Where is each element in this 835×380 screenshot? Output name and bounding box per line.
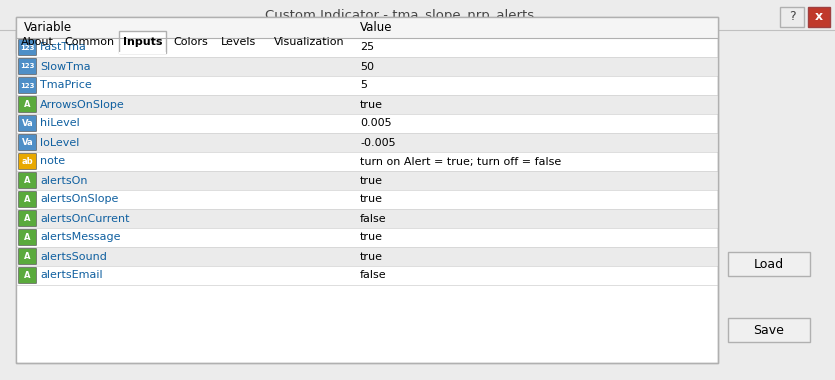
Text: A: A bbox=[24, 233, 31, 242]
Text: loLevel: loLevel bbox=[40, 138, 79, 147]
Text: -0.005: -0.005 bbox=[360, 138, 396, 147]
Bar bbox=[17, 247, 717, 266]
Text: true: true bbox=[360, 100, 383, 109]
Text: x: x bbox=[815, 11, 823, 24]
Text: turn on Alert = true; turn off = false: turn on Alert = true; turn off = false bbox=[360, 157, 561, 166]
Text: true: true bbox=[360, 195, 383, 204]
FancyBboxPatch shape bbox=[18, 135, 37, 150]
Bar bbox=[17, 38, 717, 57]
Text: alertsOnSlope: alertsOnSlope bbox=[40, 195, 119, 204]
Text: 123: 123 bbox=[20, 44, 35, 51]
Text: alertsMessage: alertsMessage bbox=[40, 233, 120, 242]
Text: A: A bbox=[24, 214, 31, 223]
FancyBboxPatch shape bbox=[18, 211, 37, 226]
Text: A: A bbox=[24, 195, 31, 204]
Text: Inputs: Inputs bbox=[123, 37, 162, 47]
FancyBboxPatch shape bbox=[18, 116, 37, 131]
Text: FastTma: FastTma bbox=[40, 43, 87, 52]
Text: false: false bbox=[360, 271, 387, 280]
Text: TmaPrice: TmaPrice bbox=[40, 81, 92, 90]
Text: A: A bbox=[24, 176, 31, 185]
Text: ArrowsOnSlope: ArrowsOnSlope bbox=[40, 100, 124, 109]
FancyBboxPatch shape bbox=[18, 40, 37, 55]
FancyBboxPatch shape bbox=[18, 268, 37, 283]
Text: Va: Va bbox=[22, 138, 33, 147]
Bar bbox=[16, 17, 718, 363]
FancyBboxPatch shape bbox=[18, 173, 37, 188]
Text: alertsOn: alertsOn bbox=[40, 176, 88, 185]
Bar bbox=[16, 17, 718, 38]
Text: 0.005: 0.005 bbox=[360, 119, 392, 128]
Bar bbox=[215, 31, 263, 53]
FancyBboxPatch shape bbox=[18, 249, 37, 264]
Text: false: false bbox=[360, 214, 387, 223]
Bar bbox=[17, 190, 717, 209]
Bar bbox=[17, 76, 717, 95]
Bar bbox=[808, 7, 830, 27]
FancyBboxPatch shape bbox=[18, 97, 37, 112]
Bar bbox=[60, 31, 118, 53]
Bar bbox=[17, 171, 717, 190]
Text: true: true bbox=[360, 233, 383, 242]
Text: true: true bbox=[360, 176, 383, 185]
Text: Save: Save bbox=[753, 323, 784, 337]
Text: Visualization: Visualization bbox=[274, 37, 344, 47]
Text: Load: Load bbox=[754, 258, 784, 271]
Text: 123: 123 bbox=[20, 82, 35, 89]
Text: A: A bbox=[24, 271, 31, 280]
Text: A: A bbox=[24, 100, 31, 109]
FancyBboxPatch shape bbox=[18, 192, 37, 207]
Text: note: note bbox=[40, 157, 65, 166]
Bar bbox=[0, 0, 835, 30]
Text: alertsEmail: alertsEmail bbox=[40, 271, 103, 280]
Bar bbox=[17, 57, 717, 76]
Text: Levels: Levels bbox=[221, 37, 256, 47]
Text: true: true bbox=[360, 252, 383, 261]
Text: alertsSound: alertsSound bbox=[40, 252, 107, 261]
Text: hiLevel: hiLevel bbox=[40, 119, 80, 128]
Text: ab: ab bbox=[22, 157, 33, 166]
Text: 5: 5 bbox=[360, 81, 367, 90]
Bar bbox=[17, 133, 717, 152]
Bar bbox=[167, 31, 214, 53]
Text: Va: Va bbox=[22, 119, 33, 128]
Bar bbox=[17, 285, 717, 362]
FancyBboxPatch shape bbox=[18, 154, 37, 169]
Text: ?: ? bbox=[789, 11, 795, 24]
Bar bbox=[17, 114, 717, 133]
FancyBboxPatch shape bbox=[18, 230, 37, 245]
Text: Variable: Variable bbox=[24, 21, 72, 34]
Text: Colors: Colors bbox=[173, 37, 208, 47]
Bar bbox=[119, 31, 166, 53]
Text: SlowTma: SlowTma bbox=[40, 62, 91, 71]
Text: 123: 123 bbox=[20, 63, 35, 70]
Bar bbox=[264, 31, 354, 53]
FancyBboxPatch shape bbox=[18, 59, 37, 74]
Text: 50: 50 bbox=[360, 62, 374, 71]
Text: A: A bbox=[24, 252, 31, 261]
Text: Value: Value bbox=[360, 21, 392, 34]
Bar bbox=[780, 7, 804, 27]
Text: About: About bbox=[21, 37, 54, 47]
FancyBboxPatch shape bbox=[18, 78, 37, 93]
Bar bbox=[17, 209, 717, 228]
Bar bbox=[17, 95, 717, 114]
Bar bbox=[17, 152, 717, 171]
Text: Common: Common bbox=[64, 37, 114, 47]
Text: 25: 25 bbox=[360, 43, 374, 52]
Text: alertsOnCurrent: alertsOnCurrent bbox=[40, 214, 129, 223]
Bar bbox=[17, 228, 717, 247]
Bar bbox=[728, 318, 810, 342]
Bar bbox=[16, 31, 59, 53]
Bar bbox=[728, 252, 810, 276]
Bar bbox=[16, 17, 718, 363]
Bar bbox=[17, 266, 717, 285]
Text: Custom Indicator - tma_slope_nrp_alerts: Custom Indicator - tma_slope_nrp_alerts bbox=[266, 8, 534, 22]
